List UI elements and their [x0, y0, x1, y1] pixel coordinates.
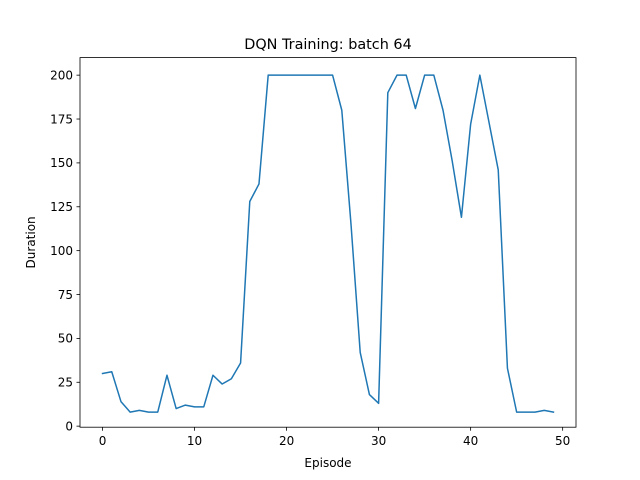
y-tick-label: 200 [50, 68, 73, 82]
y-axis-label: Duration [24, 216, 38, 268]
plot-area [101, 74, 555, 413]
y-tick-label: 125 [50, 200, 73, 214]
y-tick-label: 25 [58, 376, 73, 390]
x-axis-label: Episode [304, 456, 351, 470]
x-tick-label: 10 [187, 434, 202, 448]
axis-ticks: 0 10 20 30 40 50 0 25 50 75 100 125 150 175 200 [50, 68, 570, 448]
y-tick-label: 0 [65, 419, 73, 433]
y-tick-label: 75 [58, 288, 73, 302]
x-tick-label: 30 [371, 434, 386, 448]
chart-title: DQN Training: batch 64 [244, 37, 411, 53]
y-tick-label: 150 [50, 156, 73, 170]
x-tick-label: 40 [463, 434, 478, 448]
axes-frame [79, 57, 577, 428]
x-tick-label: 50 [555, 434, 570, 448]
y-tick-label: 50 [58, 332, 73, 346]
y-tick-label: 100 [50, 244, 73, 258]
x-tick-label: 0 [99, 434, 107, 448]
series-line-0 [101, 74, 555, 413]
x-tick-label: 20 [279, 434, 294, 448]
y-tick-label: 175 [50, 112, 73, 126]
